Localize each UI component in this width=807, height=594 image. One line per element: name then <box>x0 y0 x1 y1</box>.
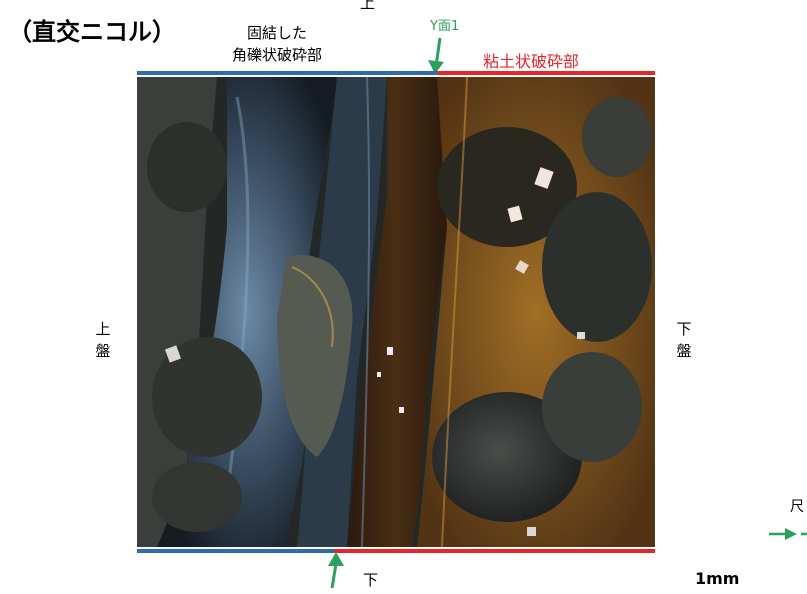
label-y-plane: Y面1 <box>430 19 460 34</box>
label-hanging-wall: 上 盤 <box>95 318 111 362</box>
label-cemented-breccia: 固結した 角礫状破砕部 <box>212 22 342 66</box>
scale-label: 1mm <box>695 569 740 588</box>
arrow-right-icon <box>769 528 807 540</box>
label-cemented-line1: 固結した <box>246 24 307 42</box>
figure-title: （直交ニコル） <box>8 18 176 46</box>
label-hanging-wall-1: 上 <box>95 320 111 338</box>
label-footwall: 下 盤 <box>676 318 692 362</box>
label-top-edge: 上 <box>360 0 376 12</box>
arrow-up-icon <box>328 552 344 589</box>
label-hanging-wall-2: 盤 <box>95 342 111 360</box>
label-cemented-line2: 角礫状破砕部 <box>231 46 322 64</box>
arrow-down-icon <box>428 37 444 74</box>
top-bar-clay <box>437 71 655 75</box>
label-bottom-edge: 下 <box>363 571 379 589</box>
thin-section-photo <box>137 77 655 547</box>
label-footwall-2: 盤 <box>676 342 692 360</box>
bottom-bar-cemented <box>137 549 334 553</box>
bottom-bar-clay <box>334 549 655 553</box>
label-footwall-1: 下 <box>676 320 692 338</box>
label-clay-gouge: 粘土状破砕部 <box>483 52 580 71</box>
scale-title-partial: 尺 <box>790 499 804 515</box>
thin-section-image <box>137 77 655 547</box>
top-bar-cemented <box>137 71 437 75</box>
